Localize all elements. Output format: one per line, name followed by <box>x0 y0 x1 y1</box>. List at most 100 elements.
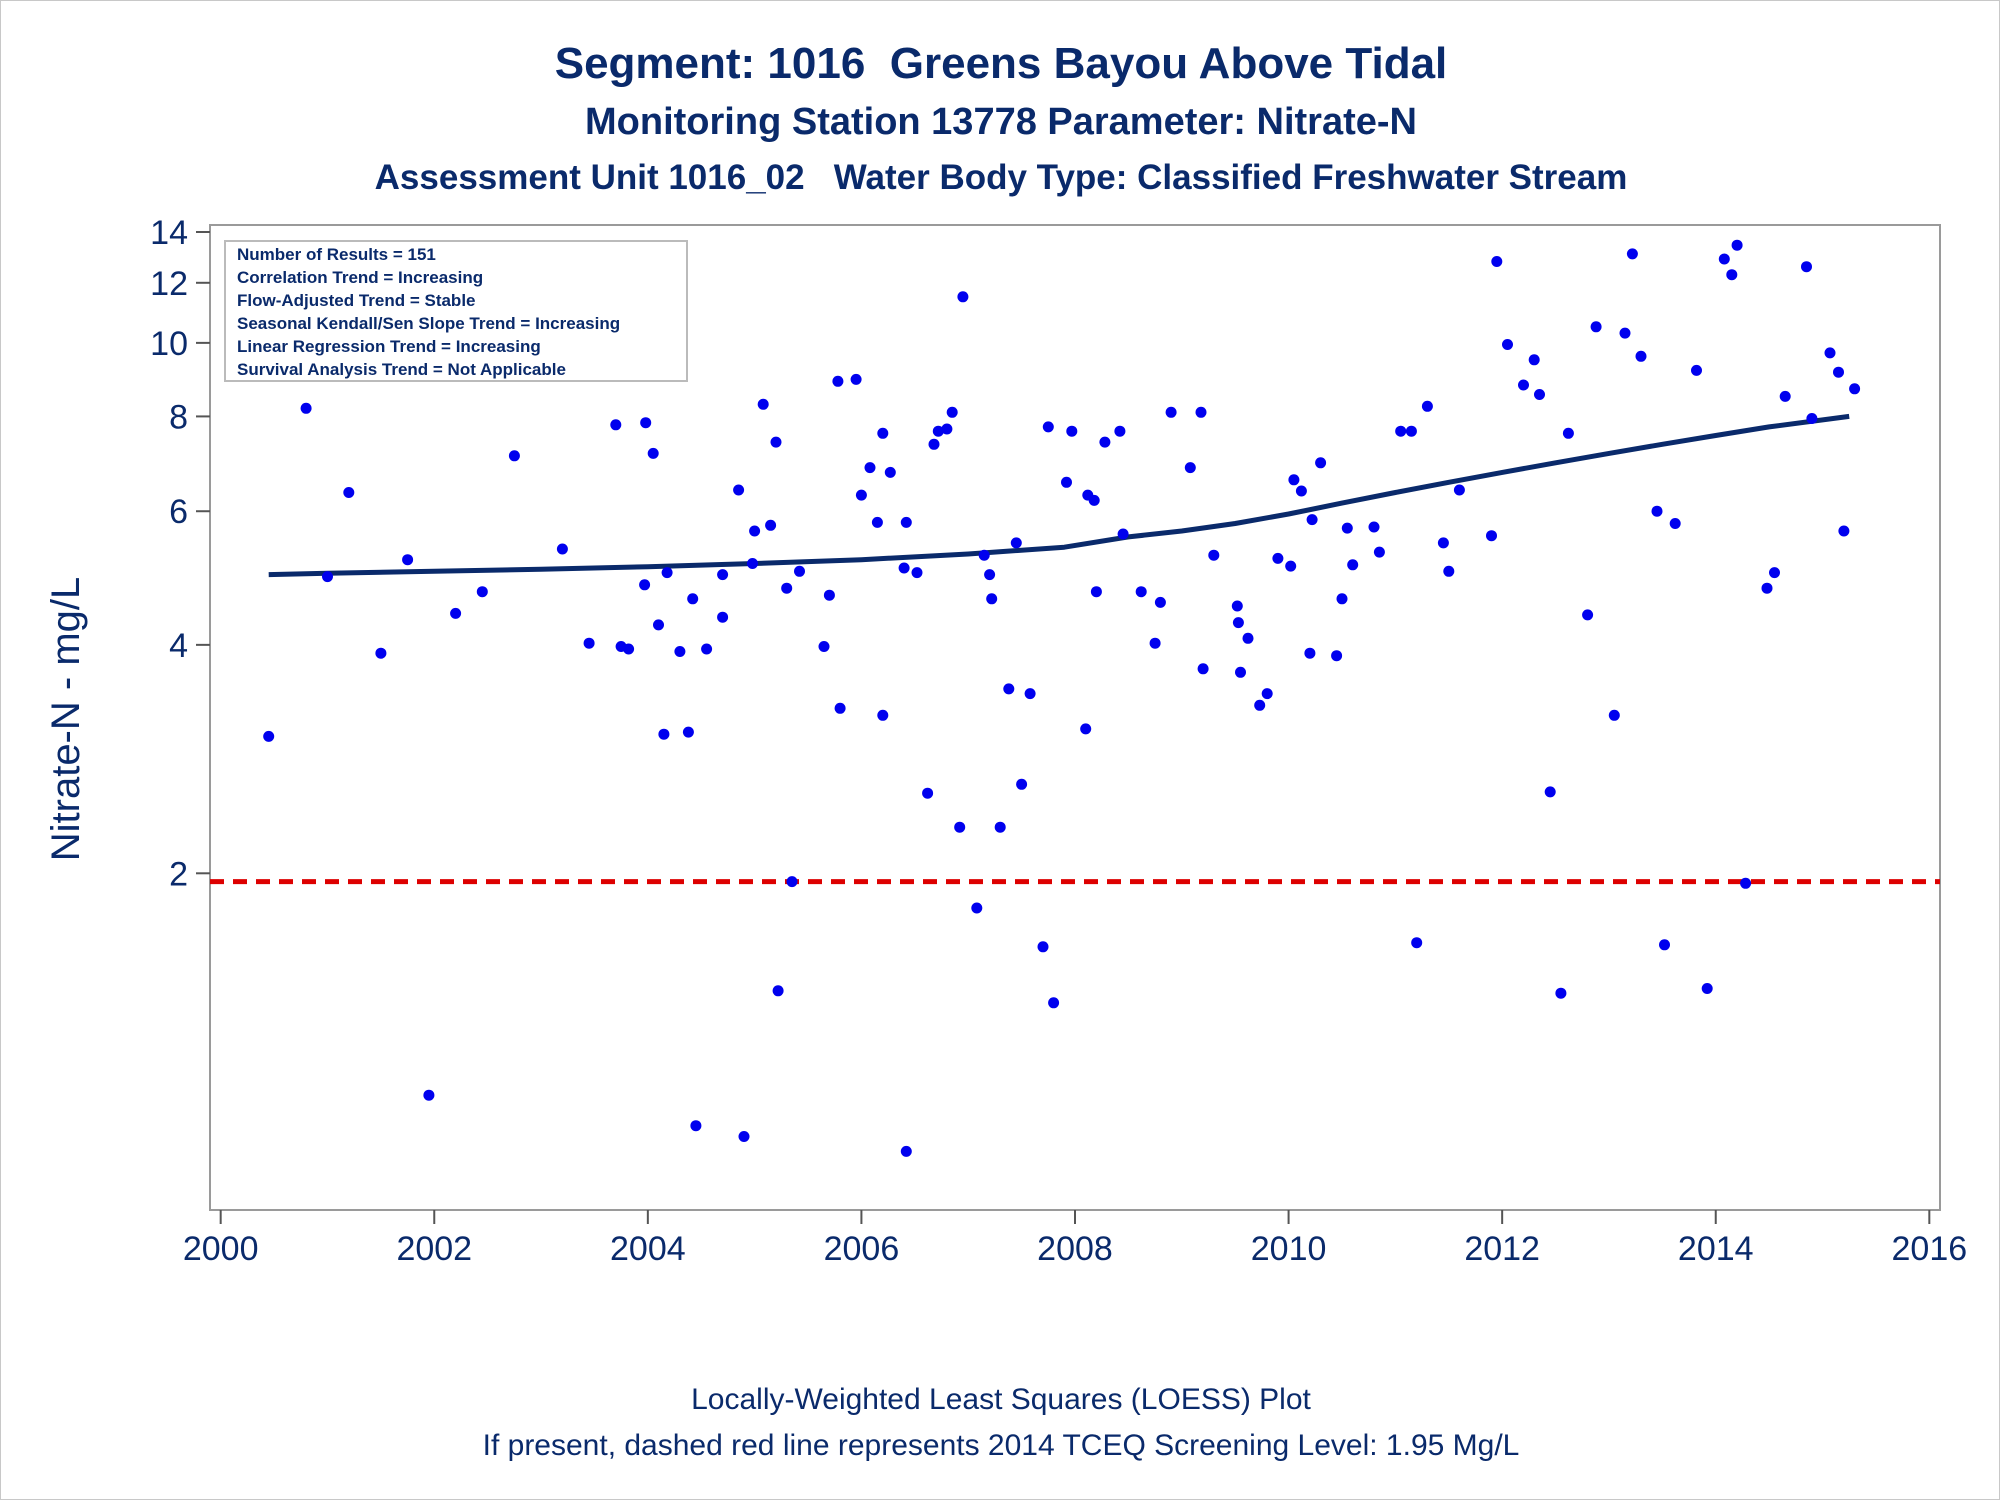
data-point <box>1195 406 1207 418</box>
data-point <box>476 586 488 598</box>
data-point <box>1341 522 1353 534</box>
data-point <box>1295 485 1307 497</box>
data-point <box>928 438 940 450</box>
data-point <box>1562 427 1574 439</box>
data-point <box>1285 560 1297 572</box>
data-point <box>717 569 729 581</box>
data-point <box>1231 600 1243 612</box>
data-point <box>1659 939 1670 951</box>
data-point <box>978 549 990 561</box>
data-point <box>1421 400 1433 412</box>
data-point <box>1090 586 1102 598</box>
data-point <box>1061 476 1072 488</box>
data-point <box>1197 663 1209 675</box>
data-point <box>1395 425 1407 437</box>
data-point <box>1833 366 1844 378</box>
data-point <box>640 417 652 429</box>
legend-line-4: Seasonal Kendall/Sen Slope Trend = Incre… <box>237 314 620 333</box>
data-point <box>623 643 635 655</box>
data-point <box>1066 425 1078 437</box>
data-point <box>674 646 686 657</box>
data-point <box>954 821 966 833</box>
y-axis-label: Nitrate-N - mg/L <box>44 577 88 862</box>
x-tick-label: 2008 <box>1037 1230 1113 1268</box>
data-point <box>423 1089 435 1101</box>
data-point <box>738 1131 750 1142</box>
legend-box: Number of Results = 151 Correlation Tren… <box>224 240 688 382</box>
data-point <box>1037 941 1049 953</box>
data-point <box>1555 987 1567 999</box>
data-point <box>717 611 729 623</box>
data-point <box>871 516 883 528</box>
data-point <box>786 876 798 888</box>
data-point <box>1502 339 1513 350</box>
y-tick-label: 6 <box>169 493 188 531</box>
data-point <box>1254 699 1266 711</box>
data-point <box>733 484 745 496</box>
data-point <box>661 567 673 579</box>
data-point <box>855 489 867 501</box>
x-tick-label: 2000 <box>183 1230 259 1268</box>
data-point <box>1740 877 1752 889</box>
data-point <box>1024 688 1036 700</box>
data-point <box>984 569 996 581</box>
data-point <box>610 419 622 431</box>
data-point <box>1114 425 1126 437</box>
data-point <box>1235 666 1246 678</box>
data-point <box>1347 559 1359 571</box>
data-point <box>747 558 758 569</box>
data-point <box>1304 647 1316 659</box>
data-point <box>300 402 312 414</box>
data-point <box>690 1120 702 1132</box>
data-point <box>1331 650 1343 662</box>
data-point <box>818 641 830 652</box>
data-point <box>1626 248 1638 260</box>
data-point <box>986 593 998 605</box>
data-point <box>1691 364 1702 376</box>
data-point <box>772 985 784 997</box>
y-tick-label: 10 <box>150 325 188 363</box>
data-point <box>508 450 520 462</box>
data-point <box>749 525 761 537</box>
loess-layer <box>268 413 1850 578</box>
data-point <box>1405 425 1417 437</box>
legend-background <box>224 240 688 382</box>
data-point <box>1534 389 1545 400</box>
data-point <box>1165 406 1177 418</box>
loess-line <box>268 413 1850 578</box>
data-point <box>658 728 670 740</box>
data-point <box>556 543 568 555</box>
data-point <box>1453 484 1465 496</box>
data-point <box>1779 390 1791 402</box>
data-point <box>1315 457 1327 469</box>
x-tick-label: 2010 <box>1251 1230 1327 1268</box>
data-point <box>1590 321 1602 333</box>
x-tick-label: 2004 <box>610 1230 686 1268</box>
data-point <box>687 593 699 605</box>
data-point <box>1232 617 1244 629</box>
data-point <box>794 565 805 577</box>
footnote-2: If present, dashed red line represents 2… <box>482 1429 1520 1462</box>
data-point <box>1491 256 1503 267</box>
data-point <box>1761 582 1773 594</box>
data-point <box>1486 530 1497 542</box>
legend-line-2: Correlation Trend = Increasing <box>237 268 483 287</box>
data-point <box>1208 549 1220 561</box>
y-axis: 2 4 6 8 10 12 14 <box>150 214 210 893</box>
data-point <box>781 582 793 594</box>
data-point <box>1635 350 1647 362</box>
data-point <box>900 1145 912 1157</box>
x-tick-label: 2014 <box>1678 1230 1754 1268</box>
data-point <box>1528 354 1540 366</box>
data-point <box>911 567 923 579</box>
y-tick-label: 4 <box>169 627 188 665</box>
data-point <box>1016 778 1028 790</box>
data-point <box>1849 383 1861 395</box>
data-point <box>1242 632 1254 644</box>
data-point <box>932 425 944 437</box>
y-tick-label: 12 <box>150 265 188 303</box>
data-point <box>1608 709 1620 721</box>
x-tick-label: 2016 <box>1892 1230 1968 1268</box>
